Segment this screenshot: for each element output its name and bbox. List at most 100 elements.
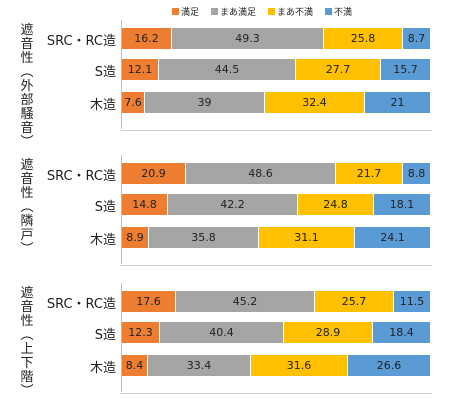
bar-segment: 32.4 xyxy=(265,92,365,113)
axis-line xyxy=(121,283,122,392)
data-label: 40.4 xyxy=(209,326,234,339)
category-label: S造 xyxy=(94,65,116,80)
data-label: 25.8 xyxy=(350,32,376,45)
stacked-bar: 7.6 39 32.4 21 xyxy=(122,92,430,113)
data-label: 20.9 xyxy=(141,167,166,180)
data-label: 14.8 xyxy=(132,198,157,211)
category-label: 木造 xyxy=(89,361,116,376)
stacked-bar: 20.9 48.6 21.7 8.8 xyxy=(122,163,430,184)
category-label: S造 xyxy=(94,328,116,343)
data-label: 12.1 xyxy=(127,63,153,76)
data-label: 24.8 xyxy=(323,198,348,211)
data-label: 28.9 xyxy=(315,326,341,339)
axis-line xyxy=(121,20,122,129)
data-label: 8.4 xyxy=(125,359,144,372)
bar-segment: 40.4 xyxy=(160,322,284,343)
bar-segment: 27.7 xyxy=(296,59,381,80)
bar-segment: 31.6 xyxy=(251,355,348,376)
bar-segment: 25.8 xyxy=(324,28,403,49)
panel-separator xyxy=(120,393,432,394)
bar-segment: 21 xyxy=(365,92,430,113)
bar-segment: 31.1 xyxy=(259,227,355,248)
bar-segment: 25.7 xyxy=(315,291,394,312)
data-label: 21.7 xyxy=(356,167,382,180)
category-label: 木造 xyxy=(89,98,116,113)
chart-legend: 満足 まあ満足 まあ不満 不満 xyxy=(172,4,352,18)
category-label: SRC・RC造 xyxy=(46,169,116,184)
legend-item: まあ満足 xyxy=(211,5,256,18)
bar-segment: 7.6 xyxy=(122,92,145,113)
data-label: 26.6 xyxy=(376,359,402,372)
data-label: 16.2 xyxy=(134,32,159,45)
data-label: 17.6 xyxy=(136,295,161,308)
legend-swatch xyxy=(211,7,219,15)
data-label: 44.5 xyxy=(214,63,240,76)
data-label: 7.6 xyxy=(124,96,142,109)
stacked-bar: 8.4 33.4 31.6 26.6 xyxy=(122,355,430,376)
data-label: 15.7 xyxy=(393,63,418,76)
bar-segment: 49.3 xyxy=(172,28,324,49)
panel-separator xyxy=(120,130,432,131)
data-label: 25.7 xyxy=(341,295,367,308)
legend-label: まあ満足 xyxy=(220,7,257,18)
bar-segment: 33.4 xyxy=(148,355,251,376)
stacked-bar: 14.8 42.2 24.8 18.1 xyxy=(122,194,430,215)
legend-item: まあ不満 xyxy=(268,5,313,18)
bar-segment: 44.5 xyxy=(159,59,296,80)
legend-label: 満足 xyxy=(181,7,200,18)
bar-segment: 24.1 xyxy=(355,227,430,248)
legend-swatch xyxy=(325,7,333,15)
stacked-bar: 16.2 49.3 25.8 8.7 xyxy=(122,28,430,49)
data-label: 18.1 xyxy=(389,198,415,211)
data-label: 31.1 xyxy=(294,231,319,244)
panel-separator xyxy=(120,265,432,266)
category-label: S造 xyxy=(94,200,116,215)
bar-segment: 24.8 xyxy=(298,194,374,215)
panel-label: 遮 音 性 ︵ 隣 戸 ︶ xyxy=(20,158,34,257)
bar-segment: 8.4 xyxy=(122,355,148,376)
legend-swatch xyxy=(268,7,276,15)
data-label: 8.9 xyxy=(126,231,144,244)
bar-segment: 12.1 xyxy=(122,59,159,80)
bar-segment: 21.7 xyxy=(336,163,403,184)
stacked-bar: 12.3 40.4 28.9 18.4 xyxy=(122,322,430,343)
legend-item: 不満 xyxy=(325,5,352,18)
bar-segment: 26.6 xyxy=(348,355,430,376)
data-label: 11.5 xyxy=(399,295,425,308)
bar-segment: 8.7 xyxy=(403,28,430,49)
data-label: 31.6 xyxy=(286,359,312,372)
bar-segment: 12.3 xyxy=(122,322,160,343)
bar-segment: 16.2 xyxy=(122,28,172,49)
bar-segment: 17.6 xyxy=(122,291,176,312)
stacked-bar: 12.1 44.5 27.7 15.7 xyxy=(122,59,430,80)
data-label: 48.6 xyxy=(248,167,273,180)
bar-segment: 20.9 xyxy=(122,163,186,184)
data-label: 8.8 xyxy=(407,167,426,180)
bar-segment: 8.8 xyxy=(403,163,430,184)
bar-segment: 15.7 xyxy=(381,59,430,80)
data-label: 35.8 xyxy=(191,231,216,244)
bar-segment: 11.5 xyxy=(394,291,430,312)
bar-segment: 35.8 xyxy=(149,227,259,248)
legend-label: まあ不満 xyxy=(277,7,314,18)
bar-segment: 45.2 xyxy=(176,291,315,312)
bar-segment: 28.9 xyxy=(284,322,373,343)
data-label: 12.3 xyxy=(128,326,153,339)
data-label: 33.4 xyxy=(186,359,212,372)
data-label: 45.2 xyxy=(232,295,258,308)
data-label: 24.1 xyxy=(380,231,405,244)
stacked-bar: 17.6 45.2 25.7 11.5 xyxy=(122,291,430,312)
bar-segment: 18.1 xyxy=(374,194,430,215)
bar-segment: 14.8 xyxy=(122,194,168,215)
panel-label: 遮 音 性 ︵ 上 下 階 ︶ xyxy=(20,286,34,399)
bar-segment: 39 xyxy=(145,92,265,113)
category-label: SRC・RC造 xyxy=(46,297,116,312)
data-label: 27.7 xyxy=(325,63,351,76)
data-label: 8.7 xyxy=(407,32,426,45)
legend-item: 満足 xyxy=(172,5,199,18)
legend-label: 不満 xyxy=(334,7,353,18)
panel-label: 遮 音 性 ︵ 外 部 騒 音 ︶ xyxy=(20,23,34,150)
stacked-bar: 8.9 35.8 31.1 24.1 xyxy=(122,227,430,248)
data-label: 32.4 xyxy=(302,96,327,109)
